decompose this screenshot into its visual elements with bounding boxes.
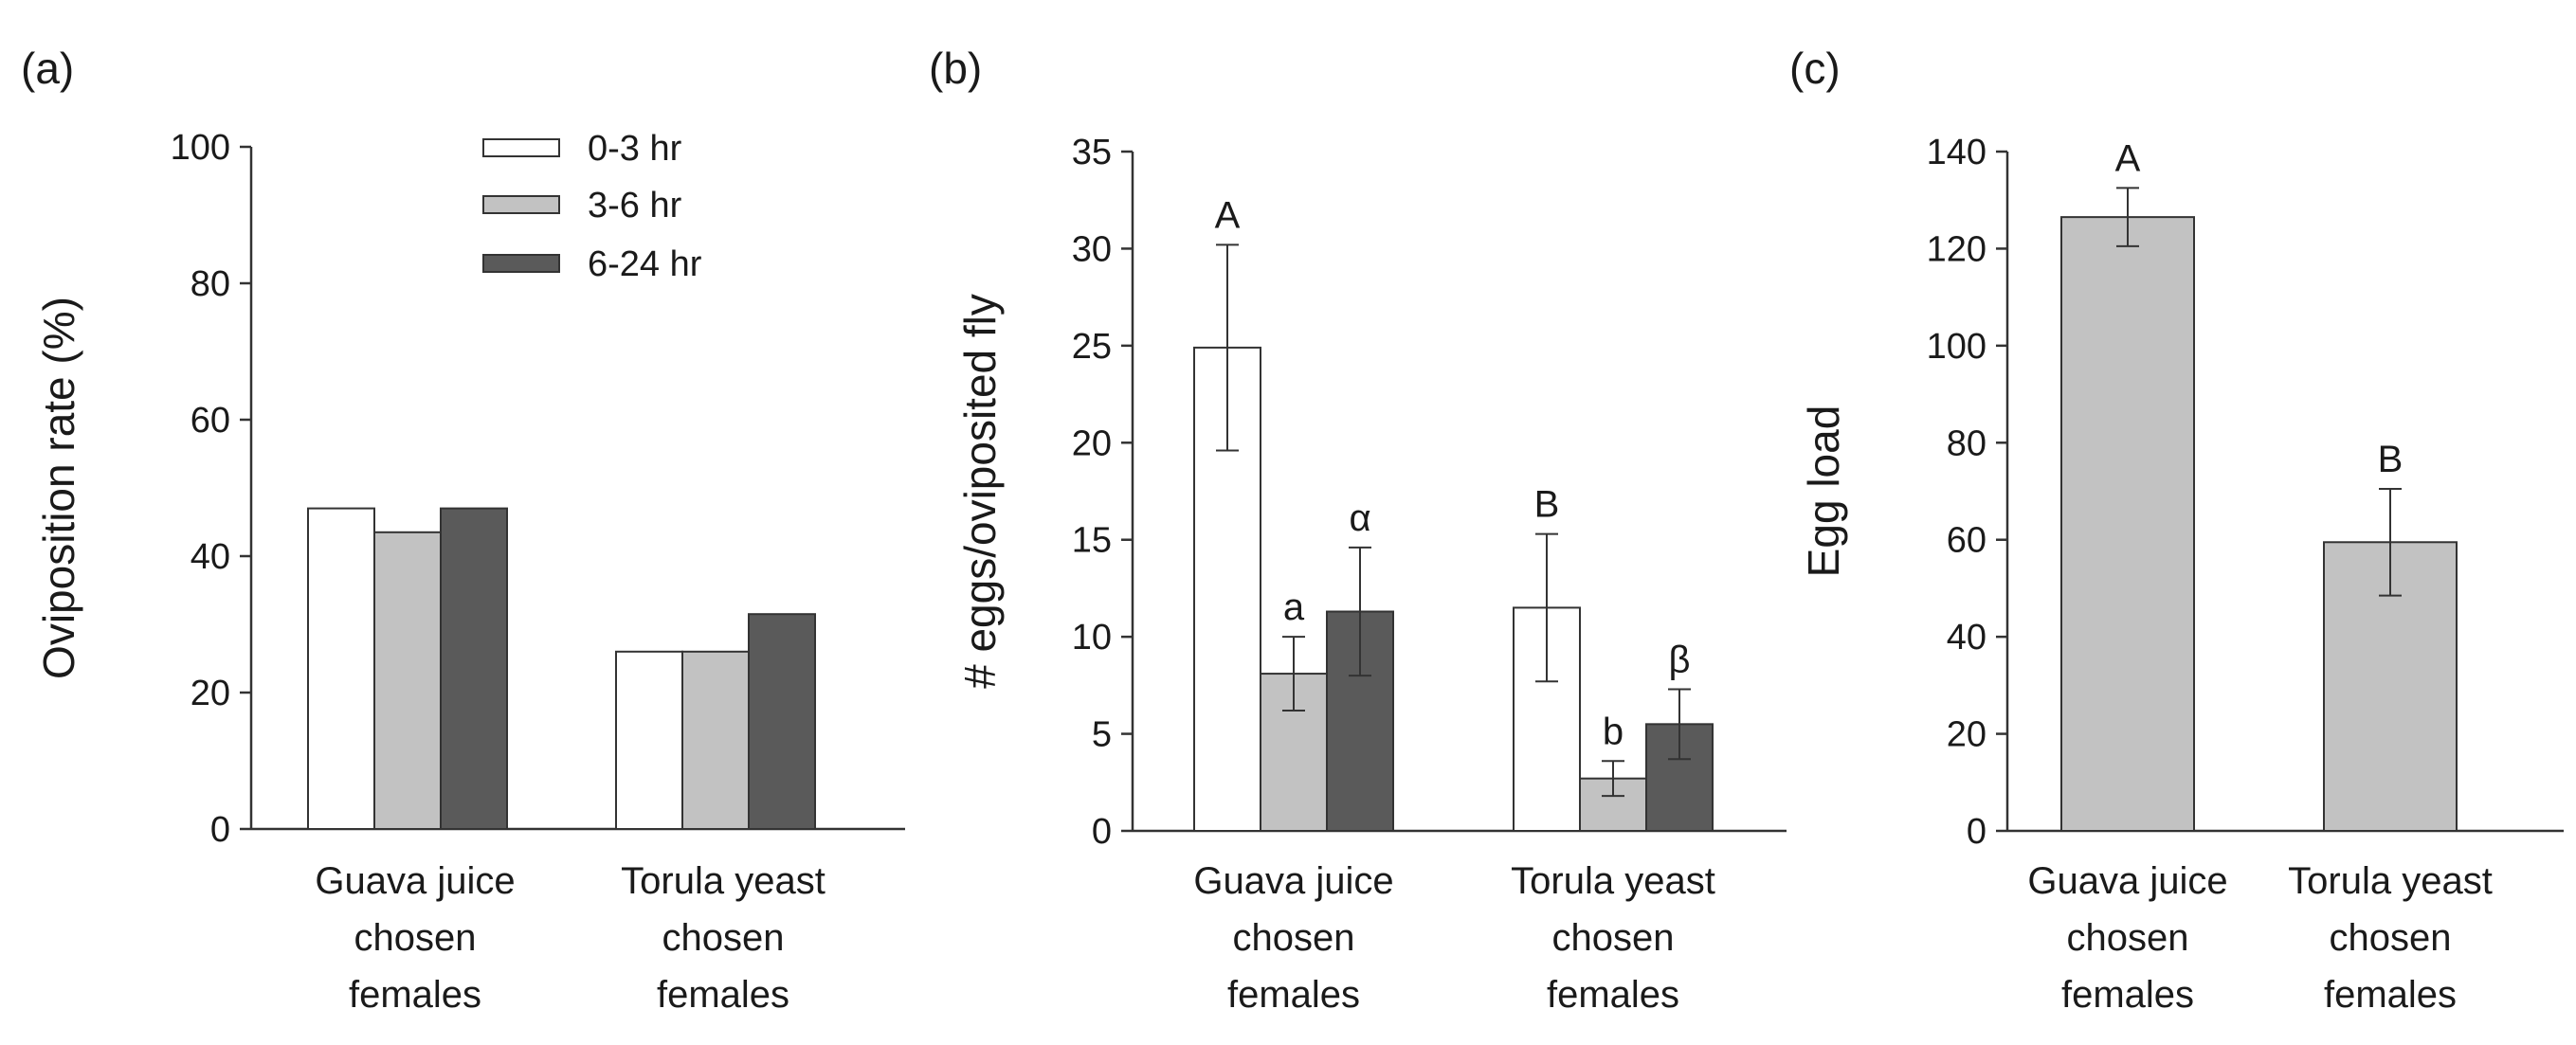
y-tick-label: 100 bbox=[171, 128, 230, 168]
legend: 0-3 hr 3-6 hr 6-24 hr bbox=[482, 129, 702, 284]
legend-label: 6-24 hr bbox=[588, 244, 702, 284]
y-tick-label: 5 bbox=[1092, 715, 1112, 755]
x-category-label: Guava juice bbox=[1193, 860, 1393, 902]
bar-6-24-hr-0 bbox=[440, 507, 508, 830]
x-category-label: chosen bbox=[354, 917, 477, 959]
x-category-label: chosen bbox=[1233, 917, 1355, 959]
bar-egg-load-0 bbox=[2060, 216, 2195, 832]
bar-3-6-hr-1 bbox=[681, 650, 750, 830]
y-tick-label: 120 bbox=[1927, 229, 1986, 269]
chart-panel-c: (c) Egg load 0 20 40 60 80 100 120 140 A B Guava jui… bbox=[1789, 44, 2564, 1016]
bar-0-3-hr-1 bbox=[615, 650, 683, 830]
y-tick-label: 60 bbox=[1947, 521, 1986, 561]
bar-0-3-hr-0 bbox=[307, 507, 375, 830]
x-category-label: females bbox=[2324, 974, 2457, 1016]
significance-letter: b bbox=[1603, 711, 1624, 752]
y-axis-title: Oviposition rate (%) bbox=[34, 297, 83, 679]
legend-label: 3-6 hr bbox=[588, 186, 682, 225]
bar-6-24-hr-1 bbox=[748, 613, 816, 831]
y-axis-title: # eggs/oviposited fly bbox=[955, 294, 1005, 689]
significance-letter: α bbox=[1349, 497, 1370, 539]
y-tick-label: 60 bbox=[190, 401, 230, 441]
x-category-label: females bbox=[1227, 974, 1360, 1016]
significance-letter: β bbox=[1668, 639, 1690, 680]
x-category-label: chosen bbox=[2330, 917, 2452, 959]
x-category-label: Guava juice bbox=[315, 860, 515, 902]
bar-3-6-hr-0 bbox=[373, 531, 442, 830]
x-category-label: females bbox=[349, 974, 481, 1016]
legend-swatch-6-24-hr bbox=[482, 254, 560, 273]
x-category-label: females bbox=[1547, 974, 1679, 1016]
chart-panel-a: (a) Oviposition rate (%) 0 20 40 60 80 100 Guava… bbox=[21, 44, 905, 1016]
y-tick-label: 30 bbox=[1072, 229, 1112, 269]
y-tick-label: 80 bbox=[190, 264, 230, 304]
y-tick-label: 15 bbox=[1072, 521, 1112, 561]
legend-label: 0-3 hr bbox=[588, 129, 682, 169]
y-tick-label: 25 bbox=[1072, 327, 1112, 367]
legend-swatch-3-6-hr bbox=[482, 195, 560, 214]
x-category-label: chosen bbox=[1552, 917, 1675, 959]
y-tick-label: 100 bbox=[1927, 327, 1986, 367]
y-tick-label: 0 bbox=[210, 810, 230, 850]
y-tick-label: 10 bbox=[1072, 618, 1112, 658]
significance-letter: A bbox=[1215, 194, 1241, 236]
significance-letter: a bbox=[1283, 586, 1305, 628]
panel-label: (a) bbox=[21, 44, 74, 93]
panel-label: (b) bbox=[929, 44, 982, 93]
x-category-label: chosen bbox=[662, 917, 785, 959]
y-tick-label: 20 bbox=[190, 674, 230, 713]
x-category-label: Torula yeast bbox=[2288, 860, 2493, 902]
panel-label: (c) bbox=[1789, 44, 1841, 93]
chart-panel-b: (b) # eggs/oviposited fly 0 5 10 15 20 25 30 35 A B… bbox=[929, 44, 1787, 1016]
y-tick-label: 20 bbox=[1072, 423, 1112, 463]
x-category-label: Torula yeast bbox=[621, 860, 825, 902]
significance-letter: B bbox=[1534, 484, 1560, 526]
y-axis-title: Egg load bbox=[1799, 405, 1848, 578]
significance-letter: B bbox=[2378, 439, 2404, 480]
significance-letter: A bbox=[2115, 137, 2141, 179]
x-category-label: females bbox=[2061, 974, 2194, 1016]
y-tick-label: 0 bbox=[1092, 812, 1112, 852]
y-tick-label: 20 bbox=[1947, 715, 1986, 755]
x-category-label: chosen bbox=[2067, 917, 2189, 959]
y-tick-label: 40 bbox=[1947, 618, 1986, 658]
y-tick-label: 80 bbox=[1947, 423, 1986, 463]
legend-swatch-0-3-hr bbox=[482, 138, 560, 157]
x-category-label: females bbox=[657, 974, 789, 1016]
y-tick-label: 140 bbox=[1927, 133, 1986, 172]
y-tick-label: 35 bbox=[1072, 133, 1112, 172]
x-category-label: Torula yeast bbox=[1511, 860, 1715, 902]
x-category-label: Guava juice bbox=[2027, 860, 2227, 902]
y-tick-label: 40 bbox=[190, 537, 230, 577]
y-tick-label: 0 bbox=[1967, 812, 1986, 852]
